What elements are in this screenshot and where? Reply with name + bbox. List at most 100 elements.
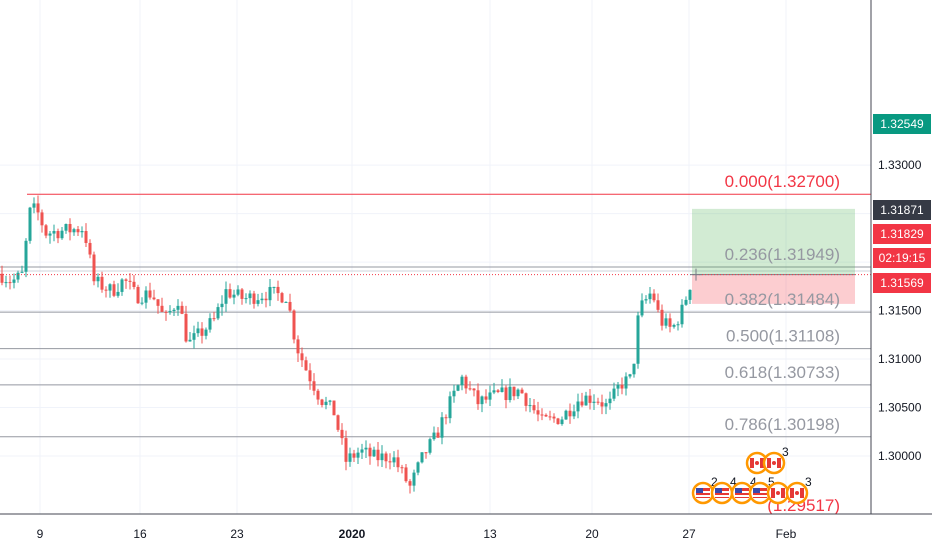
candle-body (140, 302, 144, 304)
candle-body (536, 410, 540, 415)
candle-body (24, 240, 28, 272)
candle-body (488, 392, 492, 400)
candle-body (188, 339, 192, 342)
candle-body (496, 390, 500, 392)
candle-body (404, 467, 408, 482)
candle-body (84, 231, 88, 243)
candle-body (280, 293, 284, 303)
flag-stripe (735, 495, 749, 497)
candle-body (448, 396, 452, 419)
flag-stripe (753, 495, 767, 497)
event-markers[interactable]: 32 4 4 5 3 (691, 445, 812, 505)
candle-body (396, 457, 400, 468)
candle-body (552, 416, 556, 419)
price-badge: 02:19:15 (873, 248, 931, 268)
candle-body (240, 289, 244, 299)
y-tick-label: 1.30000 (878, 449, 922, 463)
candle-body (152, 297, 156, 300)
candle-body (156, 299, 160, 306)
candle-body (420, 452, 424, 463)
price-badge: 1.31829 (873, 224, 931, 244)
candle-body (548, 416, 552, 418)
price-badge-label: 1.31871 (880, 203, 924, 217)
candle-body (120, 279, 124, 292)
y-tick-label: 1.31000 (878, 352, 922, 366)
candle-body (580, 401, 584, 406)
candle-body (528, 405, 532, 407)
candle-body (524, 393, 528, 406)
candle-body (308, 370, 312, 382)
candle-body (632, 363, 636, 375)
price-lines (0, 268, 871, 281)
candle-body (428, 439, 432, 453)
candle-body (652, 293, 656, 301)
event-count: 4 (730, 475, 737, 489)
x-tick-label: 13 (483, 527, 497, 541)
price-badge-bg (873, 273, 931, 293)
x-tick-label: 23 (230, 527, 244, 541)
candle-body (460, 376, 464, 386)
candle-body (144, 290, 148, 303)
candle-body (172, 309, 176, 312)
candle-body (36, 203, 40, 213)
candle-body (472, 388, 476, 391)
candle-body (664, 318, 668, 326)
candle-body (324, 401, 328, 406)
candle-body (148, 290, 152, 298)
time-scale[interactable] (0, 514, 932, 550)
candle-body (72, 229, 76, 233)
position-target-zone[interactable] (692, 208, 855, 275)
candle-body (572, 411, 576, 417)
flag-band-left (767, 458, 771, 468)
maple-leaf-icon (772, 461, 776, 465)
price-badge-label: 1.31829 (880, 227, 924, 241)
candle-body (688, 289, 692, 300)
candle-body (252, 293, 256, 304)
candle-body (340, 429, 344, 439)
flag-canton (715, 488, 722, 493)
candle-body (88, 242, 92, 255)
candle-body (60, 230, 64, 239)
candle-body (28, 207, 32, 241)
candle-body (684, 299, 688, 305)
fib-level-label: 0.618(1.30733) (725, 363, 840, 382)
grid (0, 0, 871, 514)
flag-band-left (790, 488, 794, 498)
candle-body (520, 389, 524, 394)
candle-body (600, 402, 604, 407)
candle-body (112, 284, 116, 296)
y-tick-label: 1.30500 (878, 401, 922, 415)
candle-body (100, 276, 104, 290)
position-stop-zone[interactable] (692, 274, 855, 304)
candle-body (416, 462, 420, 473)
price-badge: 1.32549 (873, 114, 931, 134)
price-badge: 1.31871 (873, 200, 931, 220)
candle-body (52, 231, 56, 234)
price-badges: 1.32549 1.31871 1.31829 02:19:15 1.31569 (873, 114, 931, 293)
position-tool[interactable] (692, 208, 855, 304)
candle-body (104, 289, 108, 291)
candle-body (76, 229, 80, 233)
candle-body (400, 467, 404, 469)
x-tick-label: 2020 (339, 527, 366, 541)
candle-series (0, 195, 692, 494)
candle-body (540, 414, 544, 416)
candle-body (476, 390, 480, 405)
price-badge-bg (873, 114, 931, 134)
candle-body (504, 387, 508, 401)
candle-body (292, 310, 296, 340)
candle-body (220, 303, 224, 308)
flag-band-left (771, 488, 775, 498)
candle-body (316, 390, 320, 400)
x-tick-label: 9 (37, 527, 44, 541)
candle-body (44, 225, 48, 236)
candle-body (556, 418, 560, 425)
candle-body (200, 328, 204, 336)
candle-body (348, 453, 352, 462)
fibonacci-retracement[interactable] (0, 193, 871, 438)
candle-body (412, 472, 416, 486)
x-tick-label: Feb (776, 527, 797, 541)
candle-body (264, 298, 268, 301)
